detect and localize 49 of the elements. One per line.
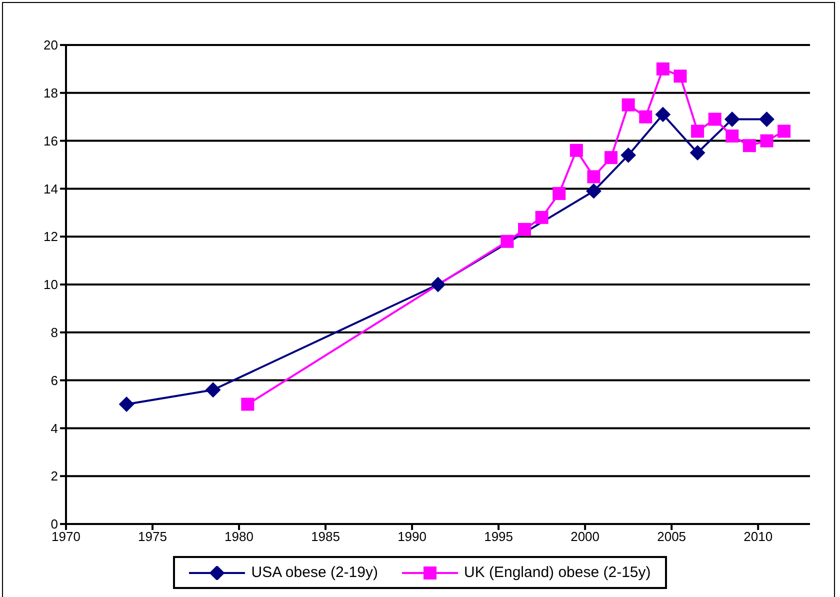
- point: [708, 112, 722, 126]
- x-tick-label: 1980: [224, 529, 254, 544]
- x-tick-label: 1990: [398, 529, 427, 544]
- y-tick-label: 12: [44, 229, 58, 244]
- point: [241, 398, 254, 411]
- y-tick-label: 2: [50, 468, 58, 484]
- x-tick-label: 1985: [311, 529, 340, 544]
- point: [691, 124, 704, 138]
- point: [518, 222, 532, 236]
- point: [742, 139, 756, 152]
- legend-label: UK (England) obese (2-15y): [464, 564, 651, 581]
- point: [206, 382, 221, 398]
- x-tick-label: 1970: [52, 529, 80, 544]
- point: [724, 112, 740, 127]
- point: [620, 148, 636, 163]
- point: [690, 145, 706, 160]
- point: [552, 186, 566, 200]
- legend-label: USA obese (2-19y): [251, 564, 378, 581]
- point: [656, 62, 670, 76]
- point: [778, 124, 791, 138]
- x-tick-label: 1995: [484, 529, 514, 544]
- point: [639, 110, 652, 124]
- x-tick-label: 2000: [570, 529, 600, 544]
- y-tick-label: 16: [44, 133, 58, 148]
- y-tick-label: 6: [50, 372, 58, 388]
- point: [500, 234, 514, 248]
- point: [535, 210, 548, 224]
- point: [586, 184, 602, 199]
- point: [655, 106, 670, 122]
- point: [726, 130, 739, 143]
- point: [622, 98, 635, 112]
- point: [570, 144, 583, 157]
- point: [759, 112, 774, 127]
- y-tick-label: 10: [44, 277, 58, 292]
- y-tick-label: 20: [44, 38, 58, 53]
- y-tick-label: 8: [50, 325, 58, 340]
- x-tick-label: 1975: [138, 529, 167, 544]
- x-tick-label: 2010: [744, 529, 773, 544]
- point: [604, 151, 618, 164]
- point: [119, 396, 134, 412]
- point: [430, 277, 446, 292]
- y-tick-label: 14: [44, 181, 58, 196]
- point: [674, 70, 687, 83]
- point: [587, 170, 600, 184]
- y-tick-label: 18: [44, 86, 58, 101]
- x-tick-label: 2005: [657, 529, 686, 544]
- y-tick-label: 4: [50, 420, 58, 436]
- y-tick-label: 0: [50, 516, 58, 532]
- point: [760, 134, 774, 148]
